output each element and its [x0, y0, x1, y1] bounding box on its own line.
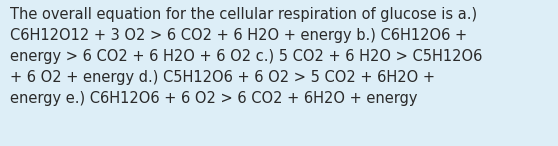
- Text: The overall equation for the cellular respiration of glucose is a.)
C6H12O12 + 3: The overall equation for the cellular re…: [10, 7, 483, 106]
